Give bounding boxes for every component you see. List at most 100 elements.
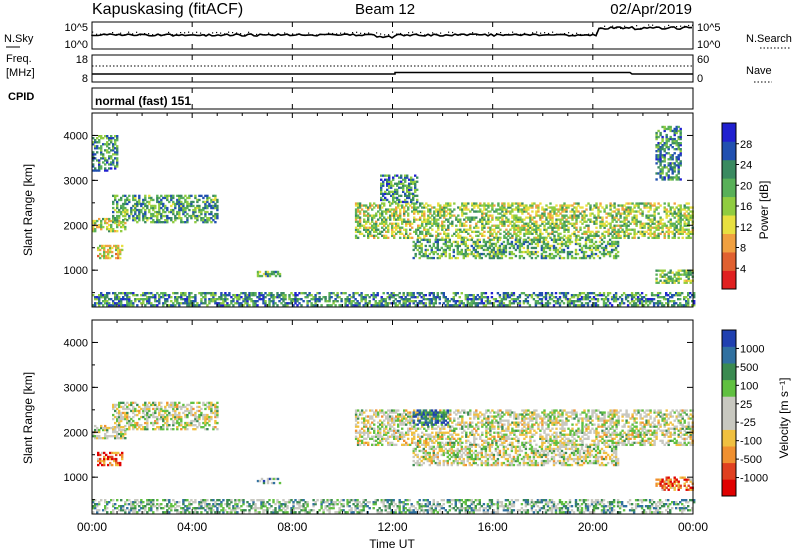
beam-label: Beam 12 <box>355 1 415 18</box>
nsearch-label: N.Search <box>746 33 792 45</box>
data-cell <box>546 300 550 303</box>
data-cell <box>611 216 614 219</box>
data-cell <box>101 246 104 250</box>
nsearch-point <box>564 33 566 35</box>
data-cell <box>659 158 662 161</box>
data-cell <box>138 208 141 212</box>
data-cell <box>552 304 556 307</box>
data-cell <box>552 244 556 248</box>
data-cell <box>607 232 610 236</box>
data-cell <box>425 220 428 223</box>
data-cell <box>430 248 433 252</box>
data-cell <box>146 413 149 417</box>
data-cell <box>653 202 656 205</box>
data-cell <box>587 218 590 221</box>
data-cell <box>196 219 199 222</box>
data-cell <box>136 208 139 212</box>
data-cell <box>114 430 117 434</box>
data-cell <box>417 236 420 240</box>
data-cell <box>673 176 676 179</box>
data-cell <box>180 217 183 220</box>
data-cell <box>492 248 496 252</box>
data-cell <box>606 250 610 254</box>
data-cell <box>413 206 416 209</box>
data-cell <box>524 294 528 297</box>
data-cell <box>414 242 417 246</box>
data-cell <box>206 292 209 295</box>
data-cell <box>605 204 608 207</box>
data-cell <box>248 296 251 299</box>
data-cell <box>539 232 542 236</box>
data-cell <box>563 222 566 225</box>
data-cell <box>172 202 175 206</box>
data-cell <box>551 220 554 223</box>
data-cell <box>487 202 490 205</box>
data-cell <box>393 218 396 221</box>
data-cell <box>369 202 372 205</box>
data-cell <box>586 246 590 250</box>
data-cell <box>565 208 568 211</box>
data-cell <box>272 302 275 305</box>
data-cell <box>461 208 464 211</box>
data-cell <box>144 196 147 200</box>
data-cell <box>551 218 554 221</box>
data-cell <box>490 250 494 254</box>
data-cell <box>420 246 423 250</box>
data-cell <box>97 254 100 258</box>
data-cell <box>465 208 468 211</box>
data-cell <box>411 226 414 229</box>
data-cell <box>108 137 111 140</box>
data-cell <box>679 150 682 153</box>
data-cell <box>106 428 109 432</box>
data-cell <box>679 152 682 155</box>
data-cell <box>475 210 478 213</box>
data-cell <box>400 296 403 299</box>
data-cell <box>655 224 658 227</box>
data-cell <box>316 298 319 301</box>
data-cell <box>103 256 106 260</box>
data-cell <box>422 304 425 307</box>
data-cell <box>198 204 201 208</box>
data-cell <box>110 298 113 301</box>
data-cell <box>184 214 187 218</box>
data-cell <box>310 304 313 307</box>
data-cell <box>394 298 397 301</box>
data-cell <box>596 248 600 252</box>
data-cell <box>473 210 476 213</box>
data-cell <box>665 146 668 149</box>
data-cell <box>557 234 560 238</box>
data-cell <box>631 218 634 221</box>
data-cell <box>420 250 423 254</box>
data-cell <box>585 208 588 211</box>
data-cell <box>526 300 530 303</box>
data-cell <box>154 206 157 210</box>
data-cell <box>549 218 552 221</box>
data-cell <box>160 413 163 417</box>
data-cell <box>174 292 177 295</box>
data-cell <box>381 218 384 221</box>
data-cell <box>214 302 217 305</box>
data-cell <box>513 216 516 219</box>
data-cell <box>590 248 594 252</box>
data-cell <box>415 228 418 231</box>
data-cell <box>200 300 203 303</box>
data-cell <box>679 294 682 297</box>
data-cell <box>182 206 185 210</box>
data-cell <box>582 298 586 301</box>
data-cell <box>543 224 546 227</box>
data-cell <box>146 409 149 413</box>
data-cell <box>108 304 111 307</box>
data-cell <box>504 294 508 297</box>
data-cell <box>498 294 502 297</box>
data-cell <box>144 202 147 206</box>
data-cell <box>382 184 385 187</box>
colorbar-segment <box>722 159 736 179</box>
data-cell <box>382 194 385 198</box>
data-cell <box>120 212 123 216</box>
data-cell <box>667 232 670 236</box>
data-cell <box>683 220 686 223</box>
data-cell <box>364 304 367 307</box>
data-cell <box>98 302 101 305</box>
data-cell <box>395 212 398 215</box>
data-cell <box>433 216 436 219</box>
